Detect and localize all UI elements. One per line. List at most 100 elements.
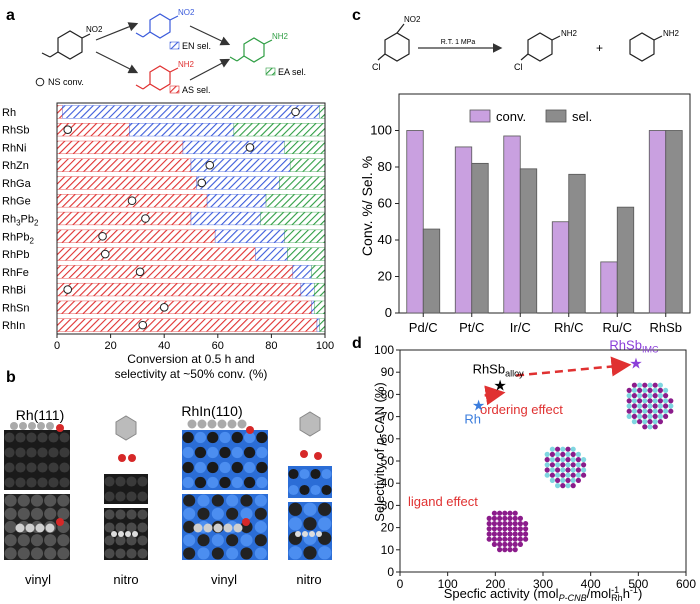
particle-atom — [502, 510, 508, 516]
slab-atom — [59, 447, 70, 458]
particle-atom — [575, 472, 582, 478]
bar-en-segment — [316, 318, 320, 332]
particle-atom — [555, 477, 561, 483]
nitro-ring — [299, 411, 321, 437]
particle-atom — [626, 398, 632, 404]
y-tick-label: 10 — [381, 543, 395, 557]
adsorbate-carbon — [213, 523, 223, 533]
particle-atom — [652, 393, 658, 399]
particle-atom — [560, 462, 566, 468]
bar-selectivity — [665, 130, 683, 314]
particle-atom — [560, 457, 566, 463]
slab-atom — [57, 534, 70, 547]
slab-atom — [4, 447, 15, 458]
adsorbate-carbon — [37, 422, 45, 430]
bar-en-segment — [129, 123, 235, 137]
slab-atom — [59, 462, 70, 473]
row-label: RhGe — [2, 196, 31, 208]
particle-atom — [512, 521, 518, 527]
particle-atom — [663, 393, 669, 399]
c-nitro-label: NO2 — [404, 15, 421, 24]
adsorbate-hydrogen — [118, 531, 124, 537]
slab-atom — [231, 446, 243, 459]
adsorbate-oxygen — [246, 426, 254, 434]
slab-atom — [4, 547, 17, 560]
particle-atom — [517, 526, 524, 532]
particle-atom — [642, 398, 648, 404]
legend-conv-swatch — [469, 109, 491, 123]
slab-atom — [288, 484, 299, 496]
rhsb-imc-particle-illustration — [626, 382, 674, 430]
adsorbate-hydrogen — [302, 531, 308, 537]
particle-atom — [652, 419, 658, 425]
ligand-effect-arrow — [484, 385, 506, 406]
benzene-ring-as — [149, 65, 171, 91]
slab-atom — [310, 484, 321, 496]
slab-atom — [288, 517, 303, 531]
particle-atom — [565, 483, 571, 489]
particle-atom — [647, 413, 653, 419]
slab-atom — [57, 547, 70, 560]
particle-atom — [555, 472, 561, 478]
bar-as-segment — [56, 282, 302, 297]
particle-atom — [657, 387, 664, 393]
row-label-part: RhIn — [2, 320, 25, 332]
adsorbate-carbon — [35, 523, 45, 533]
particle-atom — [652, 398, 658, 404]
slab-atom — [104, 476, 115, 487]
data-point-label-main: Rh — [464, 412, 481, 427]
bar-as-segment — [56, 318, 318, 332]
slab-atom — [126, 491, 137, 502]
ordering-effect-label: ordering effect — [480, 402, 563, 417]
row-label: RhIn — [2, 320, 25, 332]
adsorbate-hydrogen — [295, 531, 301, 537]
slab-atom — [303, 517, 317, 531]
adsorbate-hydrogen — [309, 531, 315, 537]
particle-atom — [491, 531, 497, 537]
bar-ea-segment — [265, 194, 326, 208]
particle-atom — [570, 446, 576, 452]
slab-atom — [321, 484, 332, 496]
bar-en-segment — [182, 140, 286, 155]
conversion-marker — [100, 249, 110, 259]
ligand-effect-label: ligand effect — [408, 494, 478, 509]
particle-atom — [657, 403, 664, 409]
adsorbate-carbon — [237, 419, 247, 429]
legend-ea-label: EA sel. — [278, 67, 306, 77]
slab-atom — [240, 534, 253, 547]
slab-atom — [126, 476, 137, 487]
slab-atom — [240, 547, 253, 560]
panel-d-xlabel-mid: /mol — [587, 586, 612, 601]
slab-atom — [197, 534, 210, 547]
slab-atom — [211, 494, 224, 507]
row-label-part: RhSn — [2, 302, 30, 314]
particle-atom — [544, 462, 550, 468]
particle-atom — [570, 467, 576, 473]
particle-atom — [560, 446, 566, 452]
slab-atom — [104, 509, 115, 520]
slab-atom — [197, 507, 210, 520]
panel-a-x-axis: 0 20 40 60 80 100 — [54, 334, 334, 352]
panel-d-label: d — [352, 335, 362, 352]
particle-atom — [544, 457, 550, 463]
slab-atom — [137, 509, 148, 520]
slab-atom — [37, 447, 48, 458]
adsorbate-carbon — [19, 422, 27, 430]
slab-atom — [182, 476, 194, 489]
bar-ea-segment — [233, 123, 326, 137]
slab-atom — [37, 477, 48, 488]
category-label: Rh/C — [554, 320, 584, 335]
slab-atom — [137, 548, 148, 559]
row-label-part: RhZn — [2, 160, 29, 172]
slab-atom — [240, 507, 253, 520]
panel-c-label: c — [352, 7, 361, 24]
slab-atom — [303, 546, 317, 560]
x-tick-label: 500 — [628, 577, 648, 591]
slab-atom — [17, 507, 30, 520]
row-label: RhPb — [2, 249, 30, 261]
particle-atom — [565, 457, 571, 463]
particle-atom — [491, 510, 497, 516]
slab-atom — [231, 431, 243, 444]
bar-conversion — [454, 146, 473, 314]
